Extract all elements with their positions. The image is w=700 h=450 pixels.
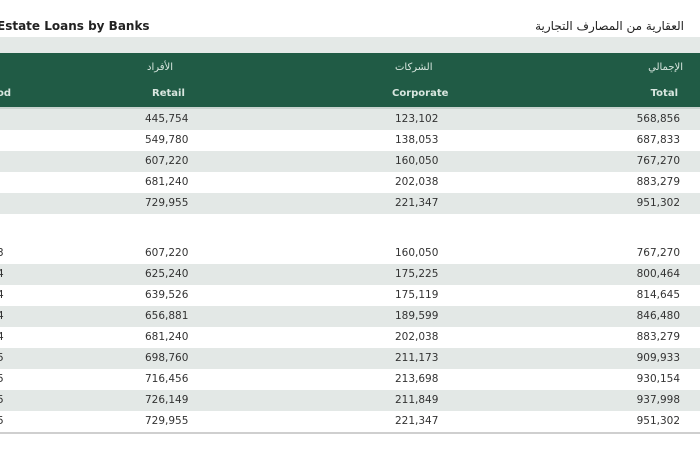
cell-total: 814,645 (636, 289, 680, 301)
cell-period: 4 (0, 289, 4, 301)
cell-period: 3 (0, 247, 4, 259)
cell-period: 5 (0, 373, 4, 385)
cell-retail: 681,240 (145, 176, 189, 188)
cell-corporate: 189,599 (395, 310, 439, 322)
cell-total: 846,480 (636, 310, 680, 322)
cell-retail: 729,955 (145, 197, 189, 209)
table-row: 4 639,526 175,119 814,645 (0, 285, 700, 306)
cell-total: 568,856 (636, 113, 680, 125)
cell-retail: 607,220 (145, 247, 189, 259)
title-band (0, 37, 700, 53)
table-row: 4 656,881 189,599 846,480 (0, 306, 700, 327)
cell-corporate: 160,050 (395, 247, 439, 259)
cell-total: 883,279 (636, 176, 680, 188)
table-title-arabic: العقارية من المصارف التجارية (535, 19, 684, 33)
cell-corporate: 175,119 (395, 289, 439, 301)
cell-corporate: 221,347 (395, 415, 439, 427)
cell-retail: 607,220 (145, 155, 189, 167)
table-row: 4 681,240 202,038 883,279 (0, 327, 700, 348)
cell-corporate: 221,347 (395, 197, 439, 209)
table-body-annual: 445,754 123,102 568,856 549,780 138,053 … (0, 109, 700, 214)
table-title-row: Estate Loans by Banks العقارية من المصار… (0, 16, 700, 38)
cell-total: 909,933 (636, 352, 680, 364)
header-total-en: Total (650, 88, 678, 99)
header-corporate-ar: الشركات (395, 62, 433, 73)
cell-total: 930,154 (636, 373, 680, 385)
cell-total: 951,302 (636, 197, 680, 209)
cell-corporate: 175,225 (395, 268, 439, 280)
table-row: 729,955 221,347 951,302 (0, 193, 700, 214)
table-row: 549,780 138,053 687,833 (0, 130, 700, 151)
cell-period: 4 (0, 331, 4, 343)
cell-retail: 726,149 (145, 394, 189, 406)
cell-corporate: 138,053 (395, 134, 439, 146)
cell-retail: 716,456 (145, 373, 189, 385)
cell-period: 5 (0, 352, 4, 364)
cell-corporate: 213,698 (395, 373, 439, 385)
cell-total: 767,270 (636, 155, 680, 167)
cell-retail: 445,754 (145, 113, 189, 125)
cell-period: 5 (0, 394, 4, 406)
table-body-quarterly: 3 607,220 160,050 767,270 4 625,240 175,… (0, 243, 700, 434)
cell-period: 4 (0, 310, 4, 322)
cell-total: 767,270 (636, 247, 680, 259)
cell-retail: 698,760 (145, 352, 189, 364)
table-header: od الأفراد Retail الشركات Corporate الإج… (0, 53, 700, 109)
header-total-ar: الإجمالي (648, 62, 683, 73)
cell-retail: 681,240 (145, 331, 189, 343)
table-row: 681,240 202,038 883,279 (0, 172, 700, 193)
cell-period: 5 (0, 415, 4, 427)
table-row: 5 698,760 211,173 909,933 (0, 348, 700, 369)
header-period-en: od (0, 88, 12, 99)
cell-total: 883,279 (636, 331, 680, 343)
cell-retail: 729,955 (145, 415, 189, 427)
cell-total: 951,302 (636, 415, 680, 427)
cell-corporate: 202,038 (395, 331, 439, 343)
cell-corporate: 202,038 (395, 176, 439, 188)
table-row: 607,220 160,050 767,270 (0, 151, 700, 172)
cell-period: 4 (0, 268, 4, 280)
table-row: 5 729,955 221,347 951,302 (0, 411, 700, 432)
cell-total: 800,464 (636, 268, 680, 280)
cell-retail: 656,881 (145, 310, 189, 322)
header-retail-ar: الأفراد (147, 62, 174, 73)
header-retail-en: Retail (152, 88, 185, 99)
table-row: 5 726,149 211,849 937,998 (0, 390, 700, 411)
table-row: 4 625,240 175,225 800,464 (0, 264, 700, 285)
cell-corporate: 211,173 (395, 352, 439, 364)
table-row: 5 716,456 213,698 930,154 (0, 369, 700, 390)
cell-corporate: 160,050 (395, 155, 439, 167)
table-row: 445,754 123,102 568,856 (0, 109, 700, 130)
cell-retail: 639,526 (145, 289, 189, 301)
cell-corporate: 211,849 (395, 394, 439, 406)
table-title-english: Estate Loans by Banks (0, 19, 150, 33)
cell-total: 687,833 (636, 134, 680, 146)
header-corporate-en: Corporate (392, 88, 449, 99)
table-row: 3 607,220 160,050 767,270 (0, 243, 700, 264)
cell-retail: 625,240 (145, 268, 189, 280)
cell-retail: 549,780 (145, 134, 189, 146)
cell-total: 937,998 (636, 394, 680, 406)
cell-corporate: 123,102 (395, 113, 439, 125)
